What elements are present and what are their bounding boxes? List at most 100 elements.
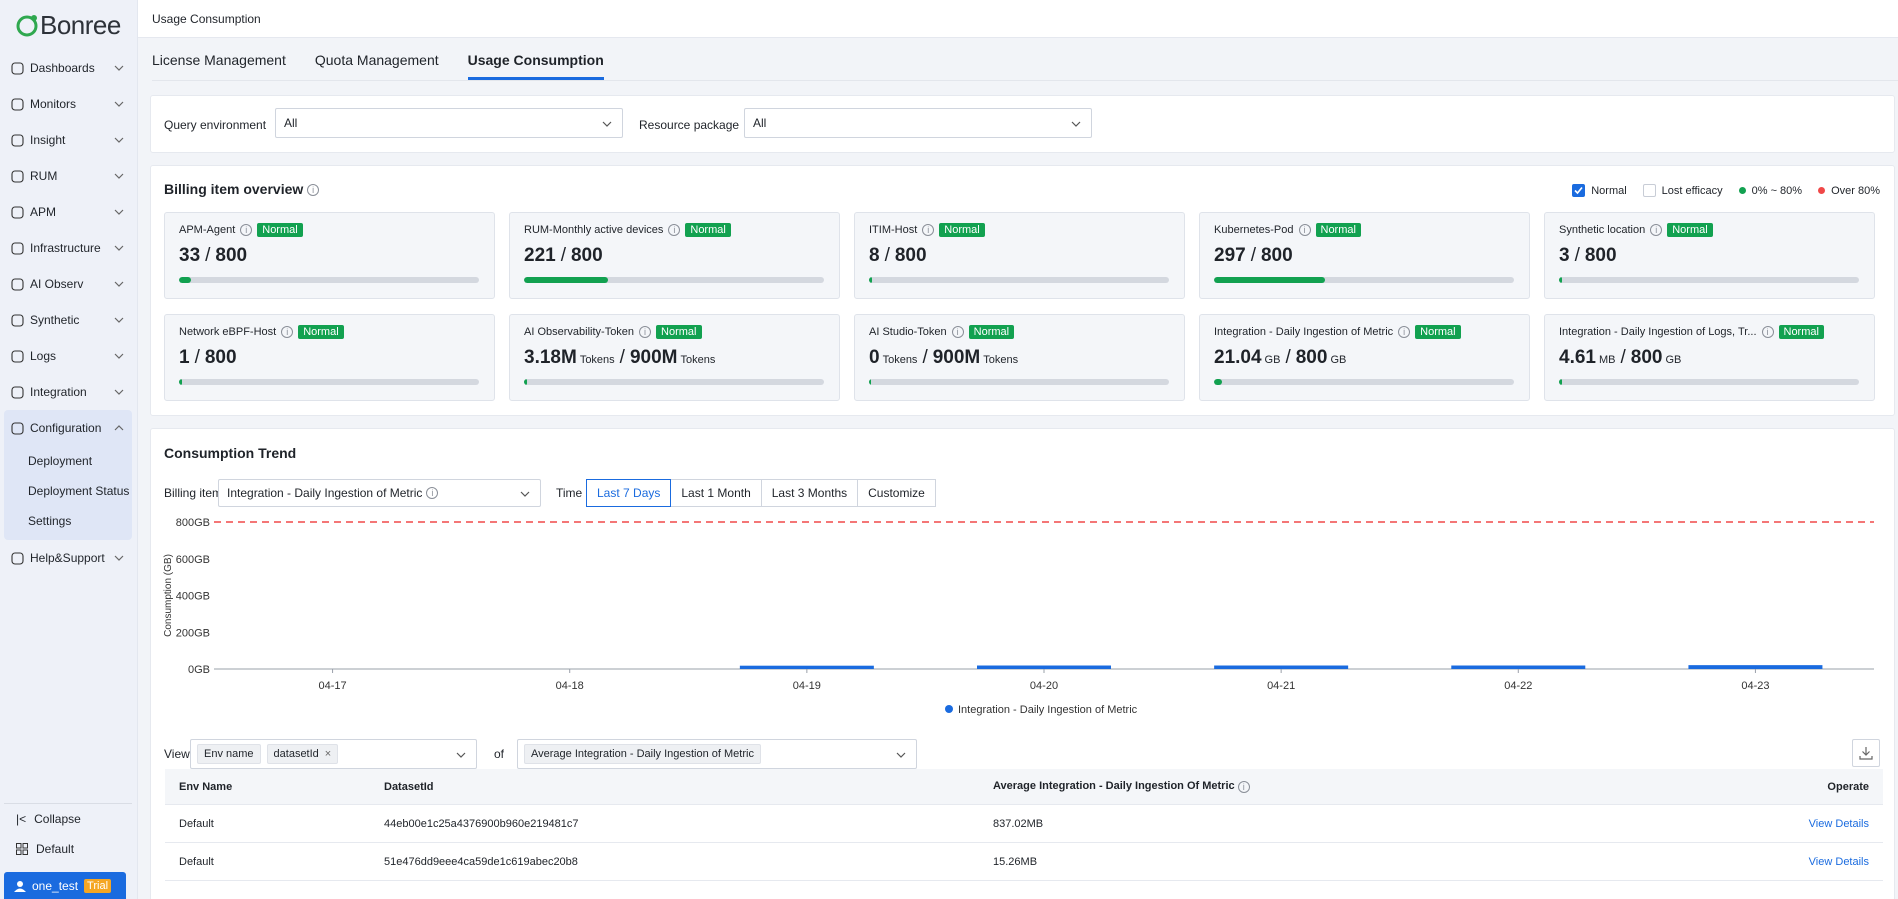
tile-total: 800 (1295, 347, 1328, 368)
info-icon[interactable]: i (1398, 326, 1411, 338)
table-row: Default 51e476dd9eee4ca59de1c619abec20b8… (165, 843, 1883, 881)
sidebar-item-rum[interactable]: RUM (4, 158, 132, 194)
info-icon[interactable]: i (426, 487, 439, 499)
info-icon[interactable]: i (307, 184, 320, 197)
info-icon[interactable]: i (668, 224, 681, 236)
check-icon (1574, 186, 1583, 195)
status-badge: Normal (1315, 223, 1361, 237)
sidebar-item-monitors[interactable]: Monitors (4, 86, 132, 122)
resource-package-select[interactable]: All (744, 108, 1092, 138)
sidebar-item-dashboards[interactable]: Dashboards (4, 50, 132, 86)
col-env-name[interactable]: Env Name (179, 780, 233, 793)
filter-panel: Query environment All Resource package A… (150, 95, 1895, 153)
tab-license-management[interactable]: License Management (152, 52, 286, 68)
sidebar-subitem-deployment-status[interactable]: Deployment Status (28, 484, 130, 498)
info-icon[interactable]: i (281, 326, 294, 338)
time-last-1-month[interactable]: Last 1 Month (670, 479, 762, 507)
tile-total: 800 (204, 347, 237, 368)
view-dimension-select[interactable]: Env name datasetId × (190, 739, 477, 769)
chevron-down-icon (114, 389, 124, 395)
billing-tile[interactable]: Network eBPF-Host i Normal 1/800 (164, 314, 495, 401)
sidebar-item-label: Configuration (30, 421, 102, 435)
normal-checkbox[interactable] (1572, 184, 1586, 197)
brand-logo[interactable]: Bonree (14, 10, 121, 40)
billing-tile[interactable]: AI Studio-Token i Normal 0 Tokens/900M Tokens (854, 314, 1185, 401)
info-icon[interactable]: i (639, 326, 652, 338)
usage-progress-fill (869, 379, 871, 385)
view-metric-select[interactable]: Average Integration - Daily Ingestion of… (517, 739, 917, 769)
chevron-down-icon (114, 137, 124, 143)
table-header: Env Name DatasetId Average Integration -… (165, 769, 1883, 805)
usage-progress-bar (869, 277, 1169, 283)
sidebar-item-infrastructure[interactable]: Infrastructure (4, 230, 132, 266)
tag-remove-icon[interactable]: × (324, 748, 332, 760)
y-tick-label: 800GB (176, 517, 210, 529)
sidebar-item-help-support[interactable]: Help&Support (4, 540, 132, 576)
sidebar-item-integration[interactable]: Integration (4, 374, 132, 410)
grid-icon (16, 843, 28, 855)
help-icon (10, 551, 24, 565)
chevron-down-icon (114, 353, 124, 359)
time-last-7-days[interactable]: Last 7 Days (586, 479, 672, 507)
tile-total: 800 (1260, 245, 1293, 266)
sidebar-item-insight[interactable]: Insight (4, 122, 132, 158)
chevron-down-icon (456, 752, 466, 758)
wrench-icon (10, 421, 24, 435)
info-icon[interactable]: i (240, 224, 253, 236)
info-icon[interactable]: i (1650, 224, 1663, 236)
billing-tile[interactable]: RUM-Monthly active devices i Normal 221/800 (509, 212, 840, 299)
sidebar-item-logs[interactable]: Logs (4, 338, 132, 374)
col-datasetid[interactable]: DatasetId (384, 780, 434, 793)
view-details-link[interactable]: View Details (1808, 817, 1869, 830)
billing-tile[interactable]: Synthetic location i Normal 3/800 (1544, 212, 1875, 299)
sidebar-item-label: Insight (30, 133, 66, 147)
sidebar-item-configuration[interactable]: Configuration (4, 410, 132, 446)
billing-tile[interactable]: ITIM-Host i Normal 8/800 (854, 212, 1185, 299)
billing-tile[interactable]: APM-Agent i Normal 33/800 (164, 212, 495, 299)
user-menu[interactable]: one_test Trial (4, 872, 126, 899)
view-details-link[interactable]: View Details (1808, 855, 1869, 868)
tile-slash: / (1620, 347, 1626, 368)
time-label: Time (556, 486, 583, 500)
tile-header: AI Studio-Token i Normal (869, 325, 1015, 339)
billing-tile[interactable]: Integration - Daily Ingestion of Logs, T… (1544, 314, 1875, 401)
tab-usage-consumption[interactable]: Usage Consumption (467, 52, 604, 80)
tile-name: RUM-Monthly active devices (524, 224, 664, 236)
usage-progress-bar (524, 277, 824, 283)
sidebar-item-synthetic[interactable]: Synthetic (4, 302, 132, 338)
billing-tile[interactable]: Kubernetes-Pod i Normal 297/800 (1199, 212, 1530, 299)
time-last-3-months[interactable]: Last 3 Months (760, 479, 859, 507)
sidebar-item-label: APM (30, 205, 57, 219)
info-icon[interactable]: i (1237, 780, 1250, 793)
download-button[interactable] (1852, 739, 1880, 767)
chevron-down-icon (114, 209, 124, 215)
workspace-switcher[interactable]: Default (4, 834, 132, 864)
billing-tile[interactable]: AI Observability-Token i Normal 3.18M Tokens… (509, 314, 840, 401)
lost-efficacy-checkbox[interactable] (1642, 184, 1656, 197)
tile-used: 3.18M (524, 347, 577, 368)
collapse-button[interactable]: |< Collapse (4, 804, 132, 834)
billing-tile[interactable]: Integration - Daily Ingestion of Metric i… (1199, 314, 1530, 401)
info-icon[interactable]: i (951, 326, 964, 338)
query-environment-select[interactable]: All (275, 108, 623, 138)
usage-progress-fill (179, 277, 191, 283)
tag-env-name: Env name (197, 744, 261, 764)
usage-progress-fill (524, 277, 608, 283)
chart-bar (739, 665, 874, 669)
consumption-trend-title: Consumption Trend (164, 445, 297, 461)
info-icon[interactable]: i (922, 224, 935, 236)
sidebar-item-label: RUM (30, 169, 58, 183)
info-icon[interactable]: i (1298, 224, 1311, 236)
billing-item-select[interactable]: Integration - Daily Ingestion of Metric … (218, 479, 541, 507)
sidebar-item-ai-observ[interactable]: AI Observ (4, 266, 132, 302)
sidebar-subitem-deployment[interactable]: Deployment (28, 454, 93, 468)
sidebar-subitem-settings[interactable]: Settings (28, 514, 72, 528)
time-customize[interactable]: Customize (857, 479, 936, 507)
tag-env-name-label: Env name (204, 748, 254, 760)
info-icon[interactable]: i (1761, 326, 1774, 338)
tile-slash: / (205, 245, 211, 266)
sidebar-item-apm[interactable]: APM (4, 194, 132, 230)
tab-quota-management[interactable]: Quota Management (314, 52, 439, 68)
tile-used: 0 (869, 347, 880, 368)
col-average[interactable]: Average Integration - Daily Ingestion Of… (993, 780, 1778, 793)
